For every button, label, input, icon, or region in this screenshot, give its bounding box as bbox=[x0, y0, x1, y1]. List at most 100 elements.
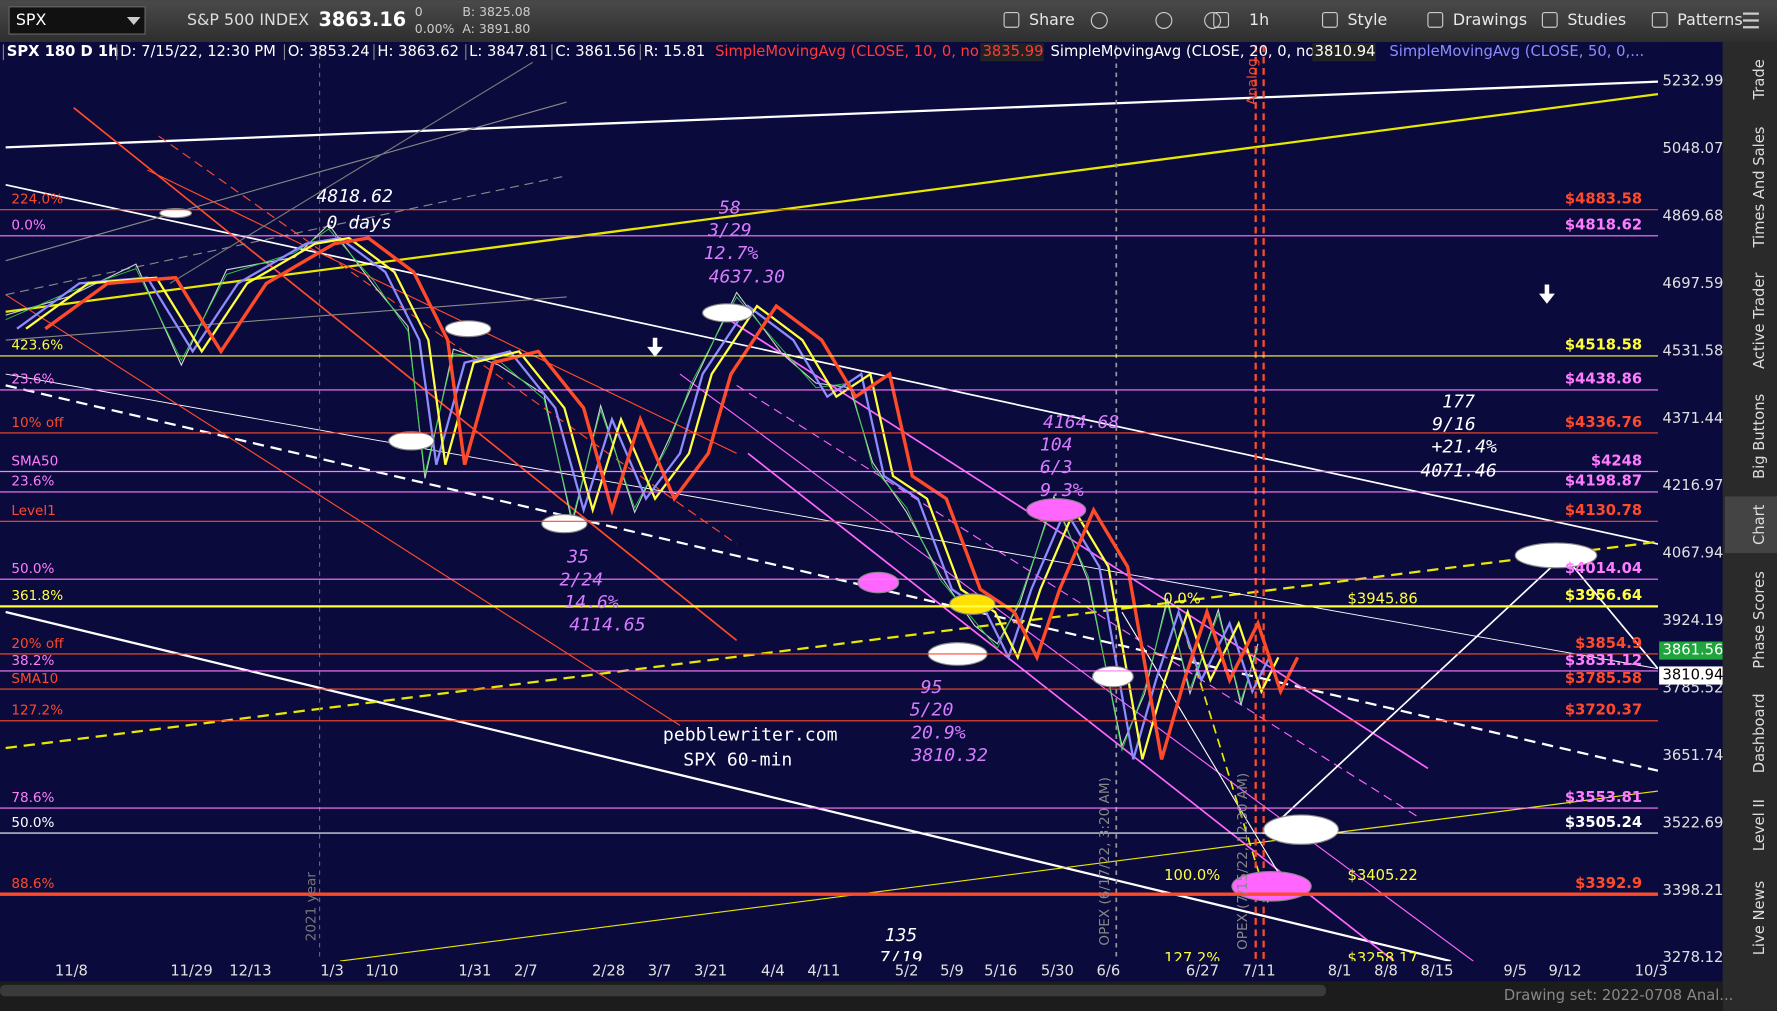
side-tab[interactable]: Times And Sales bbox=[1751, 127, 1768, 249]
trend-line bbox=[1563, 554, 1659, 670]
date-tick-label: 6/6 bbox=[1097, 962, 1121, 979]
toolbar-button[interactable]: Share bbox=[1029, 10, 1075, 29]
toolbar bbox=[0, 0, 1777, 42]
annotation: 3810.32 bbox=[911, 745, 988, 766]
level-left-label: 78.6% bbox=[11, 790, 54, 806]
price-tick-label: 3522.69 bbox=[1663, 814, 1724, 831]
toolbar-icon bbox=[1651, 11, 1668, 28]
level-left-label: 50.0% bbox=[11, 561, 54, 577]
side-tab[interactable]: Chart bbox=[1751, 504, 1768, 545]
bid: B: 3825.08 bbox=[462, 4, 530, 19]
marker-ellipse bbox=[1263, 814, 1339, 845]
side-tab[interactable]: Big Buttons bbox=[1751, 394, 1768, 479]
symbol-box[interactable] bbox=[8, 6, 146, 35]
date-tick-label: 3/21 bbox=[694, 962, 727, 979]
toolbar-icon-button[interactable] bbox=[1204, 11, 1222, 29]
vertical-note: OPEX (6/17/22, 3:20 AM) bbox=[1097, 777, 1113, 945]
date-tick-label: 5/30 bbox=[1041, 962, 1074, 979]
level-left-label: Level1 bbox=[11, 503, 55, 519]
annotation: 12.7% bbox=[704, 243, 759, 264]
price-badge-label: 3861.56 bbox=[1663, 642, 1724, 659]
price-tick-label: 4067.94 bbox=[1663, 545, 1724, 562]
annotation: 4071.46 bbox=[1420, 461, 1496, 482]
annotation: 95 bbox=[921, 677, 943, 698]
level-right-label: $4198.87 bbox=[1565, 473, 1642, 490]
toolbar-button[interactable]: Style bbox=[1347, 10, 1387, 29]
trend-line bbox=[5, 540, 1659, 750]
annotation: 20.9% bbox=[911, 722, 966, 743]
annotation: SPX 60-min bbox=[683, 749, 792, 770]
annotation: +21.4% bbox=[1431, 437, 1497, 458]
study-label: SimpleMovingAvg (CLOSE, 10, 0, no) bbox=[715, 43, 985, 60]
price-tick-label: 4697.59 bbox=[1663, 275, 1724, 292]
date-tick-label: 1/31 bbox=[458, 962, 491, 979]
date-tick-label: 5/2 bbox=[895, 962, 919, 979]
side-tab[interactable]: Dashboard bbox=[1751, 693, 1768, 773]
date-tick-label: 3/7 bbox=[648, 962, 672, 979]
level-right-label: $3392.9 bbox=[1575, 875, 1642, 892]
date-tick-label: 1/10 bbox=[365, 962, 398, 979]
level-right-label: $4130.78 bbox=[1565, 502, 1642, 519]
scroll-thumb[interactable] bbox=[0, 984, 1326, 997]
toolbar-button[interactable]: Patterns bbox=[1677, 10, 1742, 29]
price-tick-label: 5048.07 bbox=[1663, 140, 1724, 157]
toolbar-icon bbox=[1213, 11, 1230, 28]
net-change: 0 bbox=[415, 4, 423, 19]
date-tick-label: 9/5 bbox=[1503, 962, 1527, 979]
side-tab[interactable]: Phase Scores bbox=[1751, 571, 1768, 669]
annotation: 104 bbox=[1040, 434, 1073, 455]
level-right-label: $3553.81 bbox=[1565, 789, 1642, 806]
date-tick-label: 5/9 bbox=[940, 962, 964, 979]
level-right-label: $4883.58 bbox=[1565, 191, 1642, 208]
level-right-label: $3505.24 bbox=[1565, 814, 1642, 831]
price-line bbox=[44, 236, 1300, 760]
annotation: 4818.62 bbox=[317, 186, 393, 207]
drawing-set[interactable]: Drawing set: 2022-0708 Anal... bbox=[1504, 987, 1733, 1004]
marker-ellipse bbox=[702, 303, 754, 323]
marker-ellipse bbox=[159, 208, 193, 219]
date-tick-label: 1/3 bbox=[320, 962, 344, 979]
date-tick-label: 11/29 bbox=[170, 962, 212, 979]
level-left-label: 88.6% bbox=[11, 876, 54, 892]
marker-ellipse bbox=[949, 593, 996, 615]
marker-ellipse bbox=[857, 571, 900, 594]
side-tab[interactable]: Active Trader bbox=[1751, 272, 1768, 370]
side-tab[interactable]: Level II bbox=[1751, 799, 1768, 851]
level-right-label: $4518.58 bbox=[1565, 337, 1642, 354]
price-tick-label: 3924.19 bbox=[1663, 612, 1724, 629]
date-tick-label: 2/28 bbox=[592, 962, 625, 979]
toolbar-icon-button[interactable] bbox=[1090, 11, 1108, 29]
side-tab[interactable]: Live News bbox=[1751, 881, 1768, 956]
price-tick-label: 4371.44 bbox=[1663, 410, 1724, 427]
study-value-bg bbox=[1312, 43, 1376, 62]
annotation: $3405.22 bbox=[1347, 867, 1417, 884]
annotation: 9/16 bbox=[1432, 414, 1476, 435]
marker-ellipse bbox=[444, 320, 492, 338]
price-line bbox=[5, 228, 1259, 752]
annotation: 58 bbox=[719, 198, 741, 219]
marker-ellipse bbox=[388, 431, 435, 451]
date-tick-label: 2/7 bbox=[514, 962, 538, 979]
price-line bbox=[5, 223, 1259, 748]
annotation: 135 bbox=[885, 925, 918, 946]
side-tab[interactable]: Trade bbox=[1751, 59, 1768, 100]
study-label: SimpleMovingAvg (CLOSE, 50, 0,... bbox=[1389, 43, 1644, 60]
level-left-label: 23.6% bbox=[11, 372, 54, 388]
toolbar-button[interactable]: Drawings bbox=[1453, 10, 1527, 29]
toolbar-icon-button[interactable] bbox=[1155, 11, 1173, 29]
toolbar-button[interactable]: Studies bbox=[1567, 10, 1626, 29]
annotation: 4114.65 bbox=[569, 615, 645, 636]
price-tick-label: 4216.97 bbox=[1663, 477, 1724, 494]
vertical-note: 2021 year bbox=[304, 872, 320, 942]
trend-line bbox=[736, 384, 1417, 817]
toolbar-button[interactable]: 1h bbox=[1249, 10, 1269, 29]
trend-line bbox=[1121, 611, 1293, 896]
price-line bbox=[25, 236, 1280, 760]
level-right-label: $4438.86 bbox=[1565, 371, 1642, 388]
date-tick-label: 8/15 bbox=[1420, 962, 1453, 979]
symbol[interactable]: SPX bbox=[16, 10, 47, 29]
study-value: 3810.94 bbox=[1315, 43, 1376, 60]
trend-line bbox=[339, 790, 1659, 962]
